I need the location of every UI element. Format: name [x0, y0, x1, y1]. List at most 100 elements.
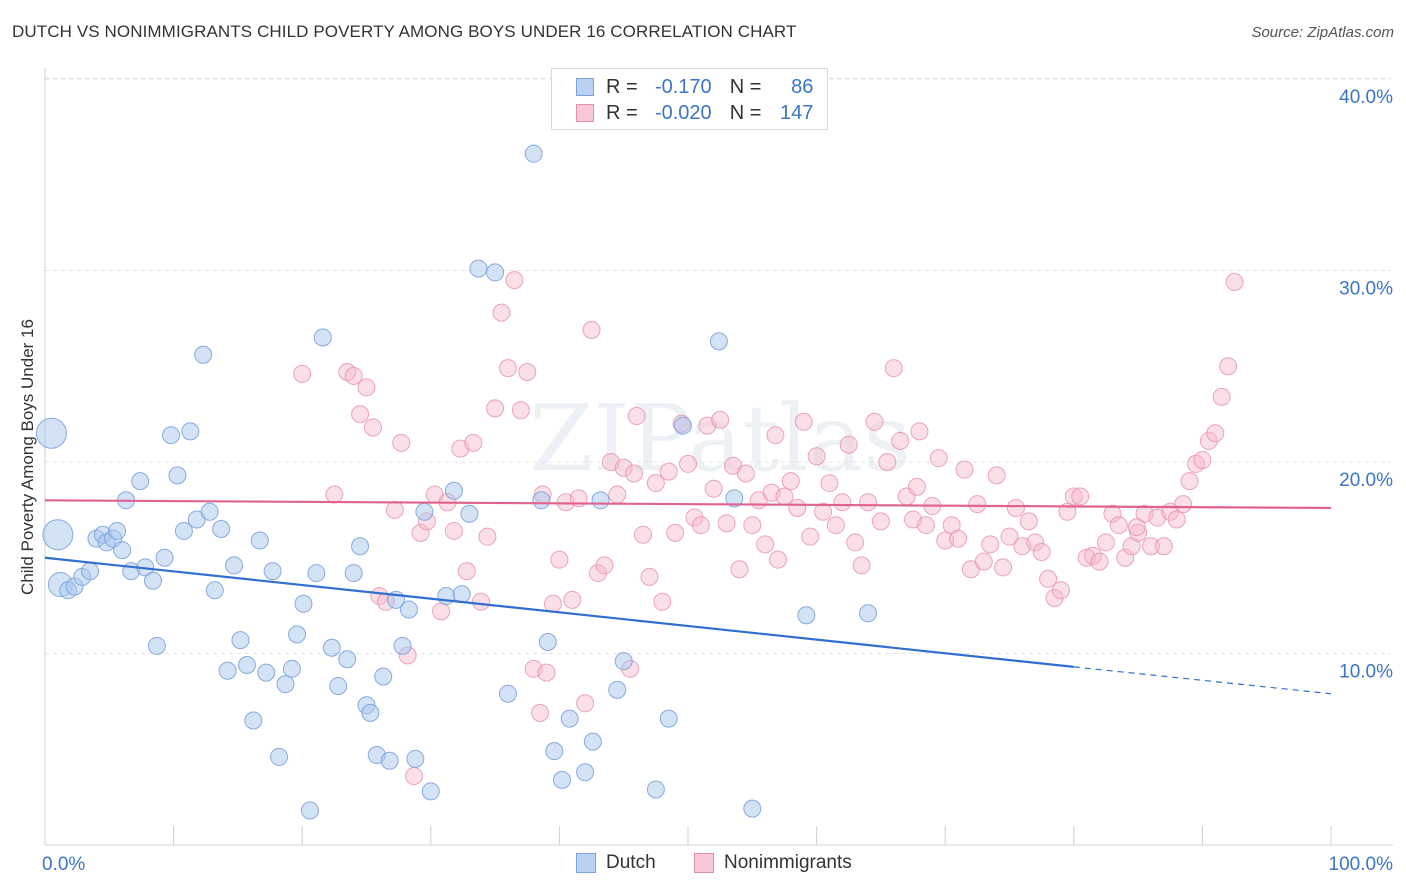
gridlines: [45, 77, 1391, 654]
nonimmigrants-legend-label: Nonimmigrants: [724, 852, 852, 873]
dutch-point: [444, 481, 463, 500]
dutch-r-label: R =: [606, 75, 638, 98]
dutch-swatch: [576, 78, 594, 96]
dutch-point: [380, 751, 399, 770]
nonimmigrants-point: [666, 523, 685, 542]
nonimmigrants-point: [1219, 357, 1238, 376]
dutch-point: [212, 520, 231, 539]
nonimmigrants-point: [1096, 533, 1115, 552]
dutch-point: [294, 594, 313, 613]
legend-row-dutch: R = -0.170 N = 86: [552, 75, 813, 99]
nonimmigrants-point: [685, 508, 704, 527]
nonimmigrants-point: [1039, 569, 1058, 588]
dutch-point: [288, 625, 307, 644]
nonimmigrants-point: [730, 560, 749, 579]
nonimmigrants-point: [987, 466, 1006, 485]
nonimmigrants-point: [1058, 502, 1077, 521]
nonimmigrants-point: [955, 460, 974, 479]
dutch-point: [393, 636, 412, 655]
dutch-legend-swatch: [576, 853, 596, 873]
nonimmigrants-point: [582, 320, 601, 339]
dutch-point: [421, 782, 440, 801]
dutch-point: [659, 709, 678, 728]
nonimmigrants-point: [1019, 512, 1038, 531]
nonimmigrants-n-label: N =: [729, 101, 762, 124]
nonimmigrants-point: [432, 602, 451, 621]
source-label: Source: ZipAtlas.com: [1251, 24, 1394, 41]
dutch-point: [322, 638, 341, 657]
dutch-point: [344, 564, 363, 583]
nonimmigrants-point: [633, 525, 652, 544]
y-tick-label: 30.0%: [1339, 279, 1393, 300]
nonimmigrants-point: [846, 533, 865, 552]
nonimmigrants-point: [588, 564, 607, 583]
trend-lines: [44, 499, 1332, 695]
nonimmigrants-point: [478, 527, 497, 546]
dutch-point: [113, 541, 132, 560]
nonimmigrants-point: [1103, 504, 1122, 523]
dutch-point: [329, 677, 348, 696]
dutch-point: [576, 763, 595, 782]
nonimmigrants-point: [1127, 518, 1146, 537]
dutch-point: [646, 780, 665, 799]
dutch-point: [374, 667, 393, 686]
nonimmigrants-point: [550, 550, 569, 569]
dutch-point: [300, 801, 319, 820]
dutch-point: [415, 502, 434, 521]
nonimmigrants-point: [801, 527, 820, 546]
dutch-point: [35, 417, 67, 449]
dutch-point: [743, 799, 762, 818]
nonimmigrants-point: [756, 535, 775, 554]
nonimmigrants-point: [1090, 552, 1109, 571]
dutch-point: [225, 556, 244, 575]
nonimmigrants-point: [891, 431, 910, 450]
dutch-point: [552, 770, 571, 789]
nonimmigrants-point: [1032, 543, 1051, 562]
nonimmigrants-point: [653, 592, 672, 611]
nonimmigrants-point: [949, 529, 968, 548]
nonimmigrants-point: [563, 590, 582, 609]
nonimmigrants-point: [968, 495, 987, 514]
dutch-n-value: 86: [791, 75, 814, 98]
dutch-point: [313, 328, 332, 347]
nonimmigrants-point: [691, 516, 710, 535]
dutch-legend-label: Dutch: [606, 852, 656, 873]
dutch-point: [560, 709, 579, 728]
dutch-trend-extension: [1073, 666, 1332, 695]
dutch-point: [155, 548, 174, 567]
nonimmigrants-point: [865, 412, 884, 431]
nonimmigrants-r-value: -0.020: [654, 101, 712, 124]
dutch-point: [608, 680, 627, 699]
nonimmigrants-point: [595, 556, 614, 575]
dutch-point: [162, 426, 181, 445]
y-tick-label: 20.0%: [1339, 470, 1393, 491]
nonimmigrants-point: [826, 516, 845, 535]
nonimmigrants-point: [344, 366, 363, 385]
nonimmigrants-point: [659, 462, 678, 481]
nonimmigrants-point: [1174, 495, 1193, 514]
nonimmigrants-point: [1129, 523, 1148, 542]
axes: [44, 68, 1393, 846]
nonimmigrants-point: [464, 433, 483, 452]
nonimmigrants-point: [1141, 537, 1160, 556]
nonimmigrants-point: [1199, 431, 1218, 450]
dutch-point: [486, 263, 505, 282]
nonimmigrants-point: [411, 523, 430, 542]
dutch-point: [42, 519, 74, 551]
nonimmigrants-point: [1026, 533, 1045, 552]
nonimmigrants-point: [576, 694, 595, 713]
dutch-point: [168, 466, 187, 485]
dutch-point: [452, 585, 471, 604]
dutch-point: [218, 661, 237, 680]
nonimmigrants-point: [743, 516, 762, 535]
nonimmigrants-point: [385, 500, 404, 519]
dutch-point: [460, 504, 479, 523]
dutch-point: [709, 332, 728, 351]
tick-labels: 10.0% 20.0% 30.0% 40.0% 0.0% 100.0%: [42, 87, 1393, 875]
dutch-point: [144, 571, 163, 590]
nonimmigrants-point: [766, 426, 785, 445]
nonimmigrants-point: [794, 412, 813, 431]
dutch-point: [859, 604, 878, 623]
nonimmigrants-point: [711, 410, 730, 429]
